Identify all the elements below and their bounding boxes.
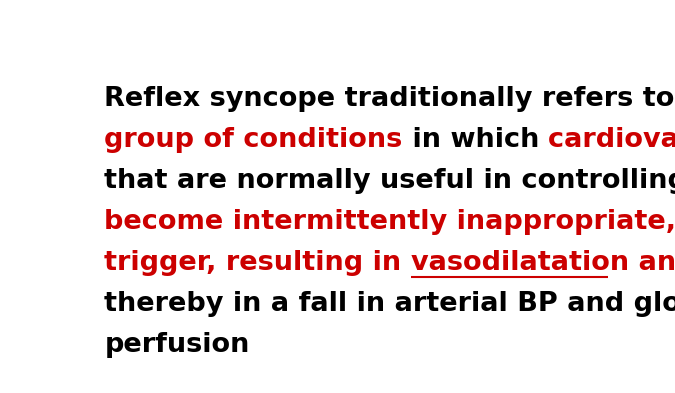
Text: Reflex syncope traditionally refers to a: Reflex syncope traditionally refers to a (104, 86, 675, 112)
Text: trigger, resulting in: trigger, resulting in (104, 250, 411, 276)
Text: cardiovascular reflexes: cardiovascular reflexes (548, 127, 675, 153)
Text: in which: in which (402, 127, 548, 153)
Text: thereby in a fall in arterial BP and global cerebral: thereby in a fall in arterial BP and glo… (104, 291, 675, 317)
Text: that are normally useful in controlling the circulation: that are normally useful in controlling … (104, 168, 675, 194)
Text: become intermittently inappropriate, in response to a: become intermittently inappropriate, in … (104, 209, 675, 235)
Text: vasodilatation and bradycardia: vasodilatation and bradycardia (411, 250, 675, 276)
Text: perfusion: perfusion (104, 332, 250, 358)
Text: group of conditions: group of conditions (104, 127, 402, 153)
